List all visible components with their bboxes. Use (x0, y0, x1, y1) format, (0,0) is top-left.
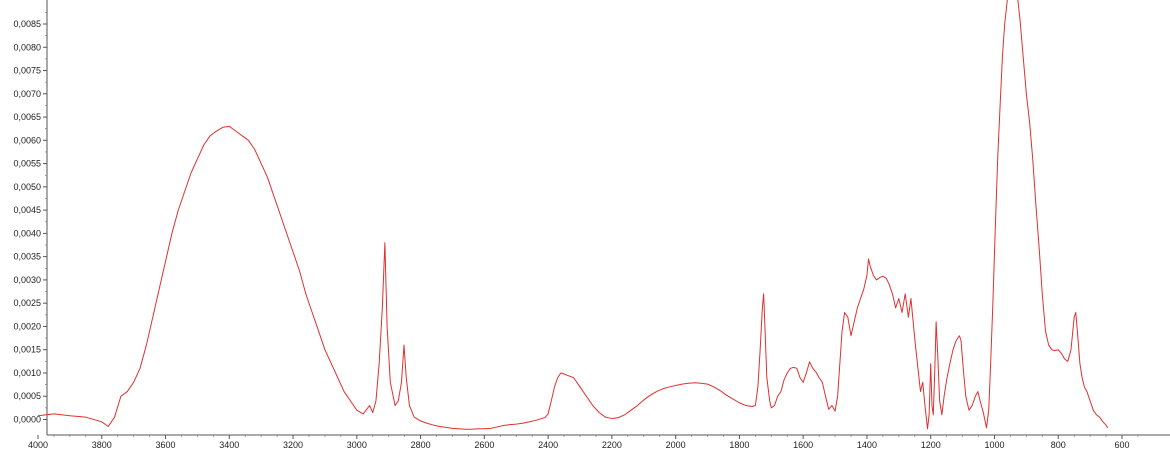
y-tick-label: 0,0075 (13, 66, 41, 76)
y-tick-label: 0,0035 (13, 252, 41, 262)
y-tick-label: 0,0045 (13, 205, 41, 215)
y-tick-label: 0,0040 (13, 228, 41, 238)
spectrum-series-line (37, 0, 1109, 430)
y-tick-label: 0,0050 (13, 182, 41, 192)
y-tick-label: 0,0080 (13, 42, 41, 52)
y-tick-label: 0,0085 (13, 19, 41, 29)
x-tick-label: 3000 (347, 440, 367, 450)
x-tick-label: 3400 (219, 440, 239, 450)
x-tick-label: 600 (1114, 440, 1129, 450)
y-tick-label: 0,0020 (13, 321, 41, 331)
y-tick-label: 0,0015 (13, 345, 41, 355)
plot-area (37, 0, 1109, 430)
x-tick-label: 800 (1051, 440, 1066, 450)
y-tick-label: 0,0000 (13, 415, 41, 425)
x-tick-label: 1000 (984, 440, 1004, 450)
x-tick-label: 2400 (538, 440, 558, 450)
x-tick-label: 1600 (793, 440, 813, 450)
y-tick-label: 0,0060 (13, 135, 41, 145)
x-tick-label: 3600 (156, 440, 176, 450)
y-tick-label: 0,0010 (13, 368, 41, 378)
x-tick-label: 1800 (729, 440, 749, 450)
x-tick-label: 1400 (857, 440, 877, 450)
x-tick-label: 4000 (28, 440, 48, 450)
x-tick-label: 1200 (921, 440, 941, 450)
y-tick-label: 0,0030 (13, 275, 41, 285)
y-tick-label: 0,0065 (13, 112, 41, 122)
x-tick-label: 2200 (602, 440, 622, 450)
x-tick-label: 2000 (666, 440, 686, 450)
x-tick-label: 3800 (92, 440, 112, 450)
y-tick-label: 0,0055 (13, 159, 41, 169)
y-tick-label: 0,0025 (13, 298, 41, 308)
y-tick-label: 0,0005 (13, 391, 41, 401)
y-axis: 0,0000 0,0005 0,0010 0,0015 0,0020 0,0025 0,00… (13, 0, 48, 435)
x-tick-label: 2800 (411, 440, 431, 450)
y-tick-label: 0,0070 (13, 89, 41, 99)
x-axis: 4000 3800 3600 3400 3200 3000 2800 2600 2400 2200… (28, 434, 1170, 450)
x-tick-label: 2600 (474, 440, 494, 450)
x-tick-label: 3200 (283, 440, 303, 450)
